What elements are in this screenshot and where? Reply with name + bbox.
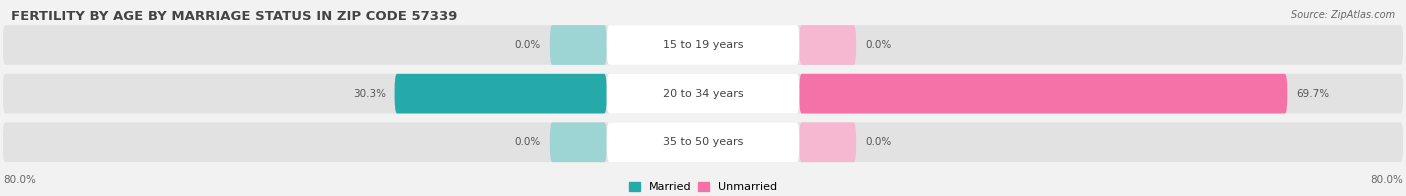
- FancyBboxPatch shape: [799, 74, 1288, 113]
- Text: 0.0%: 0.0%: [865, 40, 891, 50]
- Legend: Married, Unmarried: Married, Unmarried: [624, 177, 782, 196]
- Text: 20 to 34 years: 20 to 34 years: [662, 89, 744, 99]
- Text: 35 to 50 years: 35 to 50 years: [662, 137, 744, 147]
- FancyBboxPatch shape: [395, 74, 607, 113]
- FancyBboxPatch shape: [607, 122, 799, 162]
- Text: 15 to 19 years: 15 to 19 years: [662, 40, 744, 50]
- Text: Source: ZipAtlas.com: Source: ZipAtlas.com: [1291, 10, 1395, 20]
- FancyBboxPatch shape: [799, 122, 856, 162]
- Text: 69.7%: 69.7%: [1296, 89, 1329, 99]
- FancyBboxPatch shape: [607, 25, 799, 65]
- Text: 0.0%: 0.0%: [865, 137, 891, 147]
- Text: 0.0%: 0.0%: [515, 137, 541, 147]
- Text: 80.0%: 80.0%: [1371, 175, 1403, 185]
- Text: FERTILITY BY AGE BY MARRIAGE STATUS IN ZIP CODE 57339: FERTILITY BY AGE BY MARRIAGE STATUS IN Z…: [11, 10, 457, 23]
- Text: 0.0%: 0.0%: [515, 40, 541, 50]
- FancyBboxPatch shape: [550, 122, 607, 162]
- FancyBboxPatch shape: [799, 25, 856, 65]
- FancyBboxPatch shape: [550, 25, 607, 65]
- Text: 80.0%: 80.0%: [3, 175, 35, 185]
- FancyBboxPatch shape: [3, 122, 1403, 162]
- FancyBboxPatch shape: [3, 25, 1403, 65]
- Text: 30.3%: 30.3%: [353, 89, 385, 99]
- FancyBboxPatch shape: [607, 74, 799, 113]
- FancyBboxPatch shape: [3, 74, 1403, 113]
